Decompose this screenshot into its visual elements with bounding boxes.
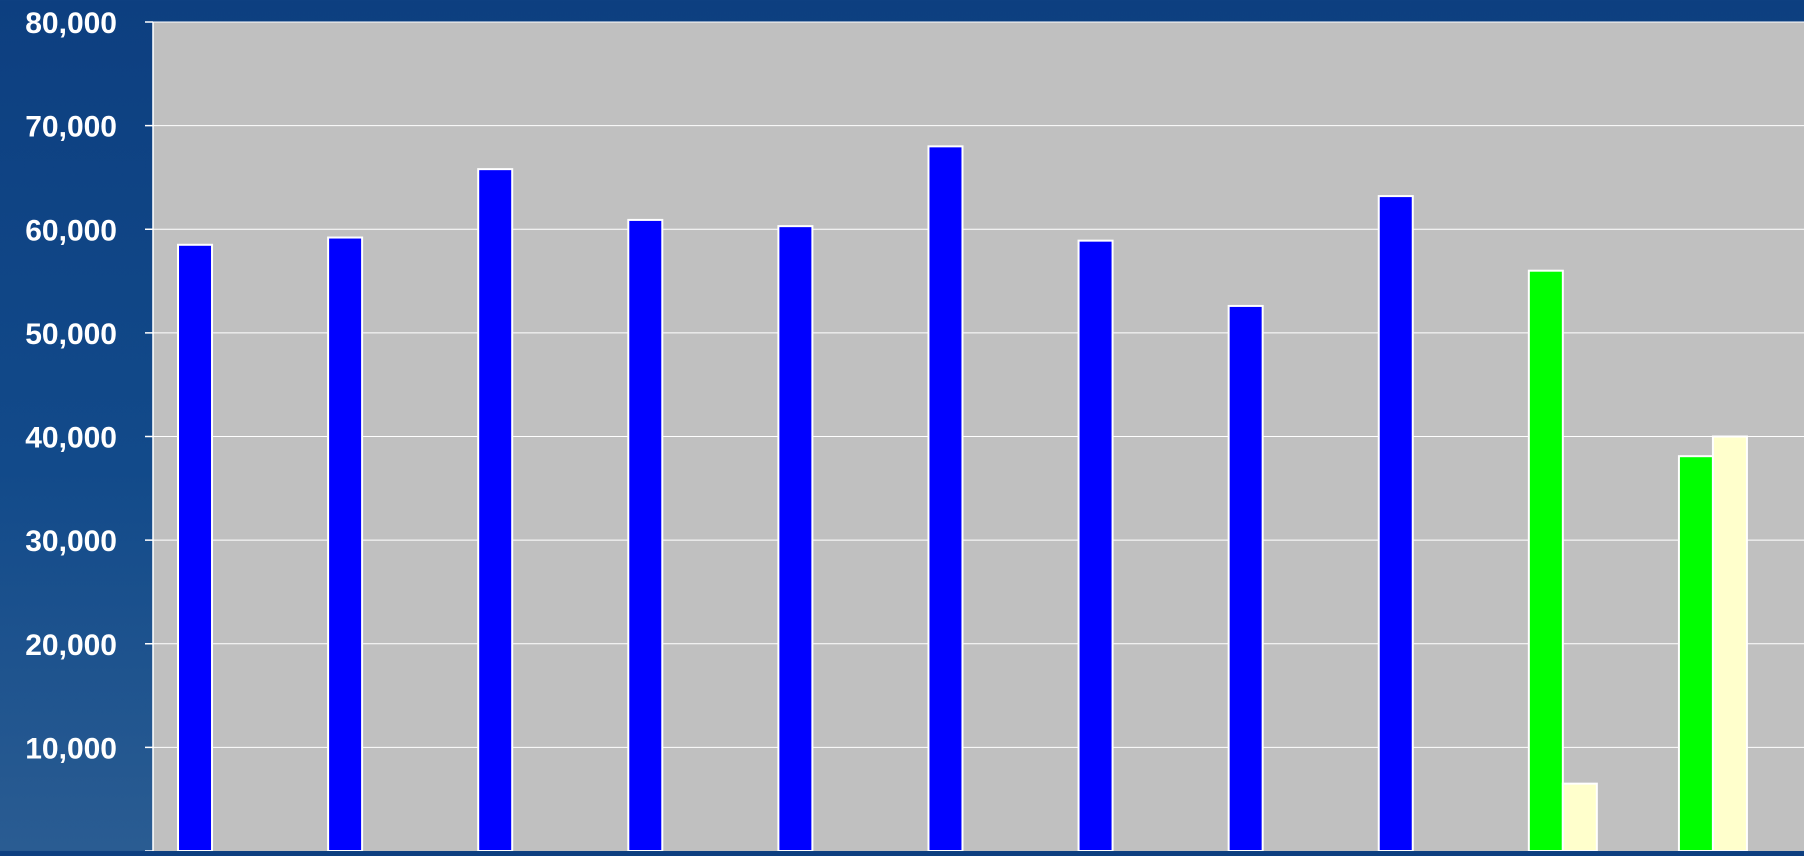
bar-series1-cat9: [1377, 195, 1414, 852]
y-tick-label: 40,000: [25, 422, 117, 455]
y-tick-label: 80,000: [25, 7, 117, 40]
y-tick-label: 20,000: [25, 629, 117, 662]
bar-series1-cat2: [327, 236, 364, 853]
bar-series1-cat7: [1077, 239, 1114, 852]
bar-series1-cat1: [177, 243, 214, 852]
bar-series1-cat8: [1227, 304, 1264, 852]
bar-series1-cat3: [477, 168, 514, 852]
y-tick-label: 70,000: [25, 111, 117, 144]
bar-series1-cat6: [927, 145, 964, 853]
bar-series3-cat11: [1711, 435, 1748, 852]
bar-series3-cat10: [1561, 782, 1598, 852]
bar-series2-cat11: [1677, 455, 1714, 852]
bar-series1-cat5: [777, 225, 814, 853]
bar-series1-cat4: [627, 218, 664, 852]
y-tick-label: 30,000: [25, 525, 117, 558]
y-tick-label: 50,000: [25, 318, 117, 351]
y-tick-label: 10,000: [25, 732, 117, 765]
y-tick-label: 60,000: [25, 214, 117, 247]
bar-series2-cat10: [1527, 269, 1564, 852]
